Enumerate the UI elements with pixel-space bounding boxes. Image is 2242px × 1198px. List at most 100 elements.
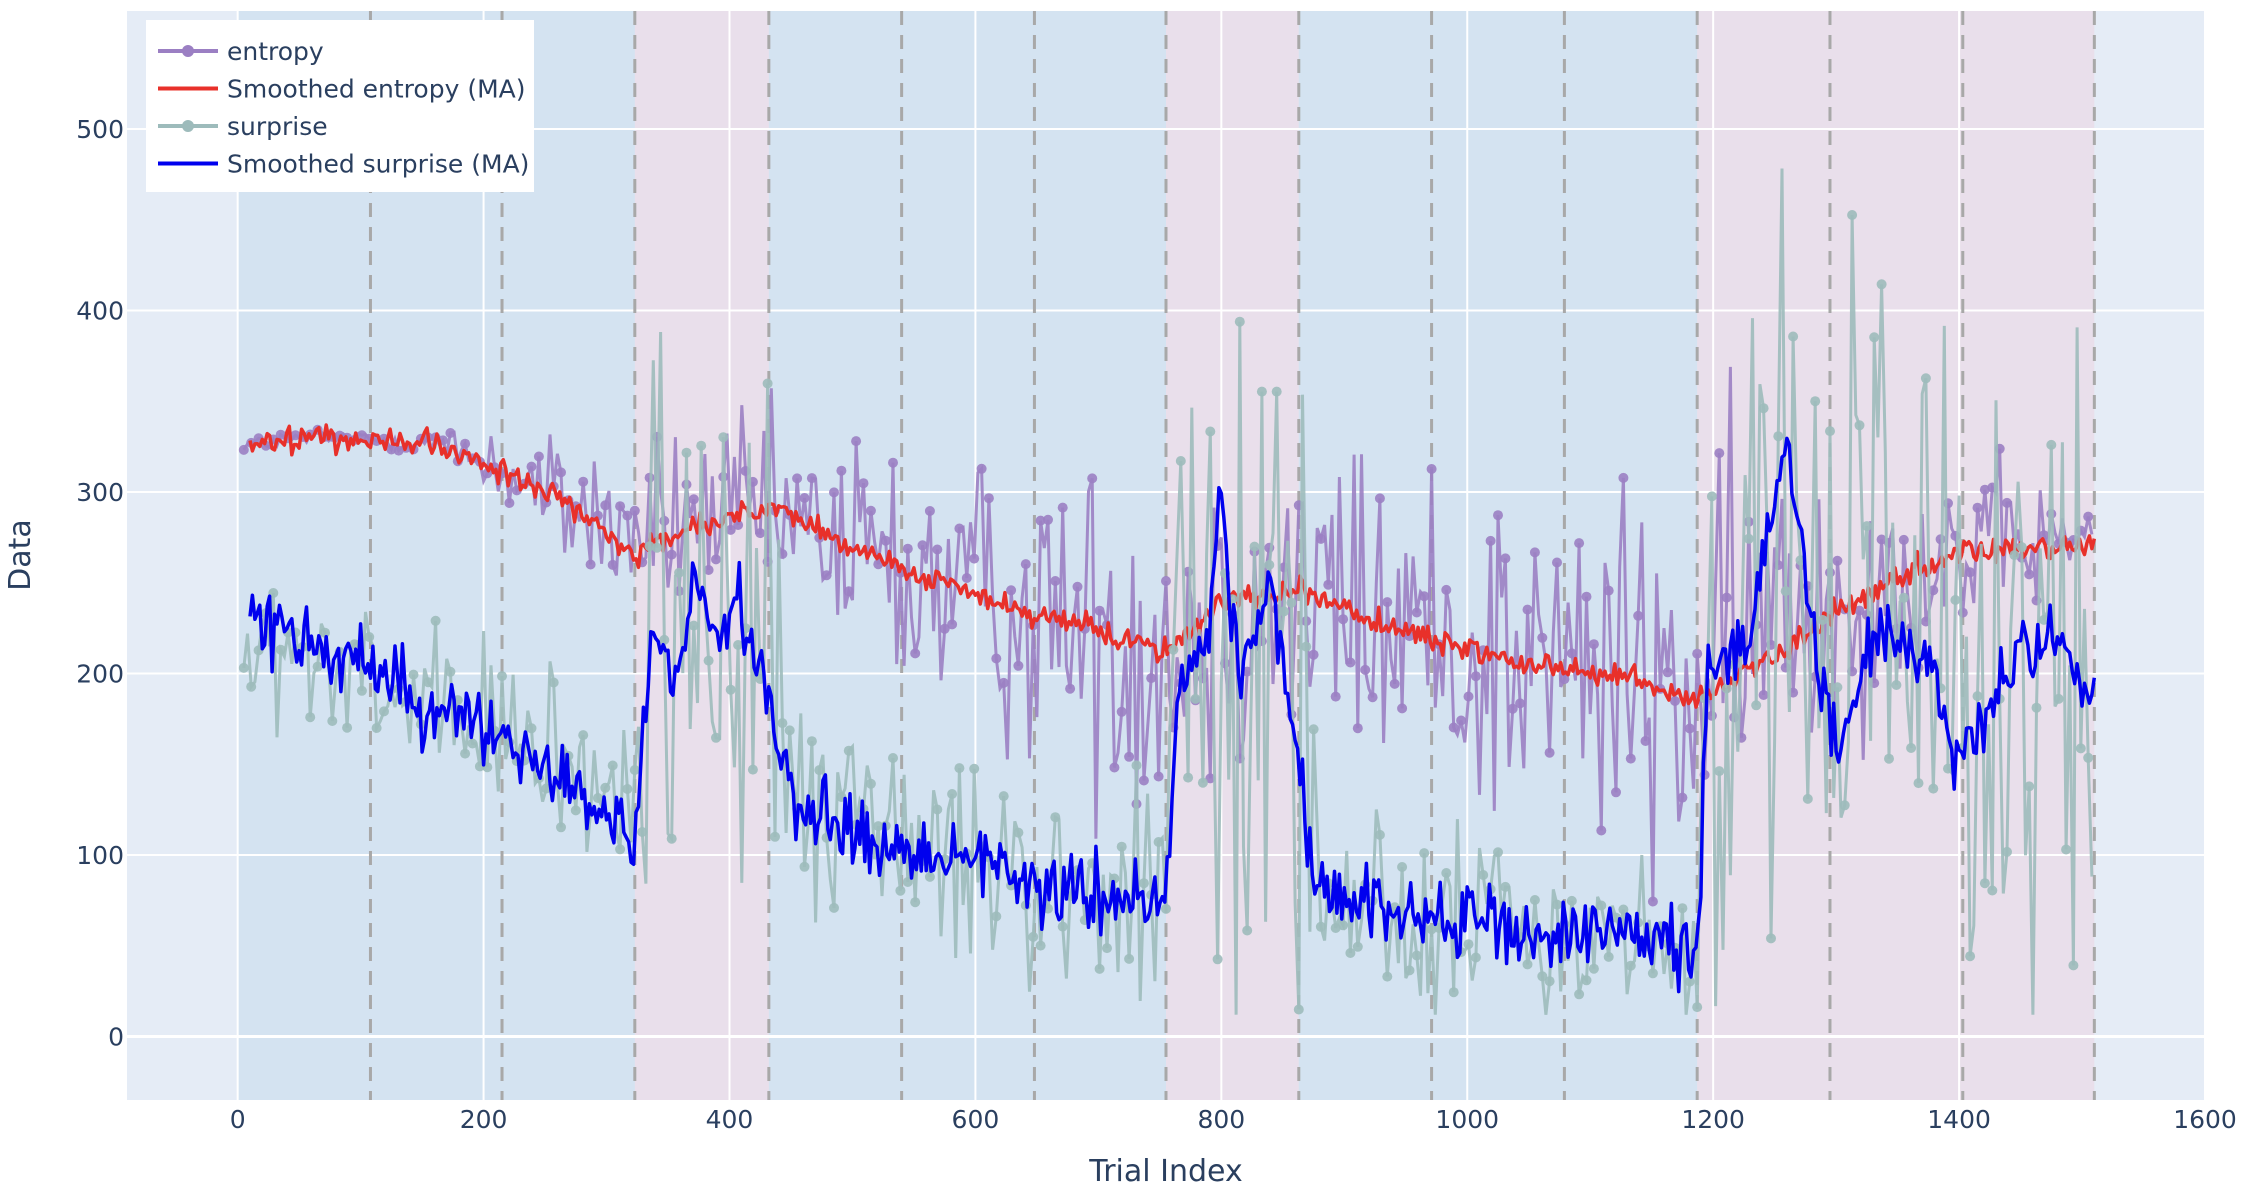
data-point: [1183, 772, 1194, 783]
data-point: [1249, 541, 1260, 552]
data-point: [829, 487, 839, 498]
data-point: [1102, 943, 1112, 954]
data-point: [497, 671, 507, 682]
data-point: [1677, 903, 1688, 914]
data-point: [1581, 591, 1592, 602]
data-point: [2024, 569, 2035, 580]
data-point: [445, 666, 456, 677]
data-point: [1684, 976, 1695, 987]
data-point: [526, 723, 537, 734]
region-3: [1166, 11, 1299, 1100]
data-point: [2046, 439, 2057, 450]
legend-label: Smoothed entropy (MA): [227, 75, 526, 104]
series-layer: [238, 168, 2097, 1015]
data-point: [1950, 595, 1961, 605]
data-point: [1212, 954, 1223, 965]
data-point: [1411, 950, 1422, 961]
data-point: [924, 871, 935, 882]
data-point: [983, 493, 994, 504]
data-point: [1456, 715, 1467, 726]
x-tick-label: 1400: [1927, 1105, 1991, 1134]
data-point: [1692, 1002, 1703, 1013]
x-tick-label: 200: [460, 1105, 508, 1134]
data-point: [2061, 844, 2072, 855]
x-tick-label: 600: [952, 1105, 1000, 1134]
data-point: [1906, 743, 1917, 753]
x-tick-label: 1000: [1435, 1105, 1499, 1134]
legend-marker: [182, 45, 194, 57]
data-point: [976, 463, 987, 474]
data-point: [1426, 464, 1437, 474]
data-point: [1766, 933, 1776, 944]
data-point: [1087, 473, 1098, 484]
data-point: [364, 632, 375, 642]
data-point: [1625, 753, 1636, 764]
data-point: [1544, 976, 1555, 987]
data-point: [1574, 538, 1585, 549]
data-point: [814, 765, 825, 776]
data-point: [615, 501, 626, 512]
data-point: [1028, 931, 1039, 942]
x-axis-title: Trial Index: [1088, 1154, 1242, 1189]
data-point: [1972, 502, 1983, 513]
data-point: [902, 877, 913, 887]
data-point: [998, 791, 1009, 802]
data-point: [629, 765, 640, 775]
legend-item[interactable]: Smoothed surprise (MA): [158, 150, 529, 179]
data-point: [600, 500, 611, 511]
data-point: [865, 778, 876, 789]
x-tick-label: 1600: [2173, 1105, 2237, 1134]
data-point: [1161, 576, 1171, 586]
data-point: [1338, 920, 1349, 931]
data-point: [1574, 989, 1585, 1000]
data-point: [770, 831, 780, 842]
x-tick-label: 1200: [1681, 1105, 1745, 1134]
data-point: [533, 451, 544, 462]
data-point: [1138, 775, 1149, 786]
data-point: [932, 804, 943, 815]
data-point: [1832, 682, 1843, 693]
data-point: [998, 677, 1009, 688]
data-point: [703, 655, 714, 666]
data-point: [1662, 667, 1673, 678]
legend[interactable]: entropy Smoothed entropy (MA) surprise Smoo…: [146, 20, 534, 192]
data-point: [327, 716, 338, 726]
y-tick-label: 200: [76, 659, 124, 688]
data-point: [1094, 605, 1105, 616]
data-point: [1308, 649, 1319, 660]
data-point: [275, 644, 286, 655]
data-point: [1714, 448, 1725, 459]
data-point: [1773, 431, 1784, 442]
legend-item[interactable]: entropy: [158, 37, 324, 66]
data-point: [865, 505, 876, 516]
tick-layer: 0 200 400 600 800 1000 1200 1400 1600 0 100 200 300 4…: [76, 115, 2237, 1134]
data-point: [1810, 396, 1821, 407]
data-point: [1706, 710, 1717, 721]
data-point: [1478, 870, 1489, 880]
data-point: [1389, 678, 1400, 689]
data-point: [637, 827, 648, 837]
data-point: [1360, 664, 1371, 675]
data-point: [1205, 773, 1216, 784]
data-point: [1581, 975, 1592, 986]
data-point: [1094, 963, 1105, 974]
data-point: [1293, 1004, 1304, 1015]
data-point: [762, 378, 773, 389]
data-point: [910, 897, 921, 908]
data-point: [467, 738, 478, 749]
data-point: [622, 784, 633, 794]
data-point: [1625, 960, 1636, 971]
legend-item[interactable]: surprise: [158, 112, 328, 141]
data-point: [1618, 904, 1629, 915]
data-point: [1522, 604, 1533, 615]
data-point: [991, 653, 1002, 664]
data-point: [1330, 691, 1341, 702]
data-point: [784, 725, 795, 736]
data-point: [888, 753, 898, 763]
data-point: [1197, 777, 1208, 788]
data-point: [1116, 841, 1127, 852]
data-point: [578, 476, 589, 487]
data-point: [888, 457, 898, 468]
data-point: [1397, 703, 1408, 714]
legend-item[interactable]: Smoothed entropy (MA): [158, 75, 526, 104]
